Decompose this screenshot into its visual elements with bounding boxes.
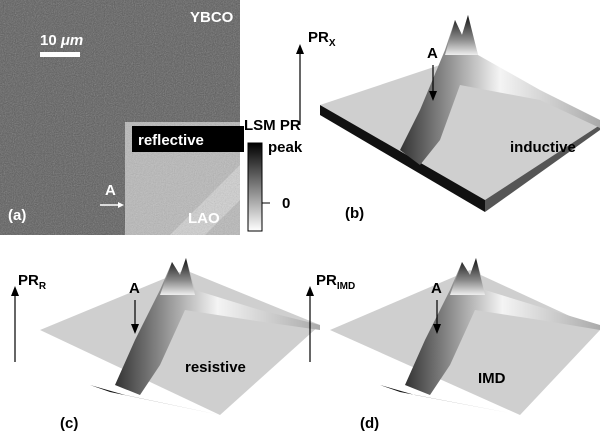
- peak: [445, 15, 478, 55]
- scale-label: 10 μm: [40, 32, 83, 49]
- colorbar-bottom: 0: [282, 195, 290, 212]
- colorbar-title: LSM PR: [244, 117, 301, 134]
- colorbar: [247, 142, 263, 232]
- panel-label: (d): [360, 415, 379, 432]
- panel-name: resistive: [185, 359, 246, 376]
- substrate-label: LAO: [188, 210, 220, 227]
- arrow-head: [296, 44, 304, 54]
- axis-label: PRIMD: [316, 272, 355, 292]
- arrow-head: [11, 286, 19, 296]
- arrow-head: [429, 91, 437, 101]
- region-label: reflective: [138, 132, 204, 149]
- panel-name: inductive: [510, 139, 576, 156]
- panel-label: (b): [345, 205, 364, 222]
- panel-d: PRIMD A IMD (d): [306, 258, 600, 432]
- arrow-head: [118, 202, 124, 208]
- panel-label: (a): [8, 207, 26, 224]
- panel-label: (c): [60, 415, 78, 432]
- peak: [450, 258, 485, 295]
- scale-bar: [40, 52, 80, 57]
- surface-edge: [320, 105, 485, 212]
- label-box: [132, 126, 244, 152]
- marker-label: A: [427, 45, 438, 62]
- axis-label: PRR: [18, 272, 47, 292]
- surface: [40, 270, 320, 415]
- marker-label: A: [105, 182, 116, 199]
- surface-edge: [485, 125, 600, 212]
- peak: [160, 258, 195, 295]
- panel-a: 10 μm YBCO reflective LAO (a) A LSM PR p…: [0, 0, 303, 235]
- panel-b: PRX A inductive (b): [296, 15, 600, 222]
- axis-label: PRX: [308, 29, 336, 49]
- marker-label: A: [129, 280, 140, 297]
- colorbar-top: peak: [268, 139, 303, 156]
- film-label: YBCO: [190, 9, 234, 26]
- arrow-head: [131, 324, 139, 334]
- arrow-head: [433, 324, 441, 334]
- marker-label: A: [431, 280, 442, 297]
- panel-c: PRR A resistive (c): [11, 258, 320, 432]
- arrow-head: [306, 286, 314, 296]
- noise: [0, 0, 240, 235]
- panel-name: IMD: [478, 370, 506, 387]
